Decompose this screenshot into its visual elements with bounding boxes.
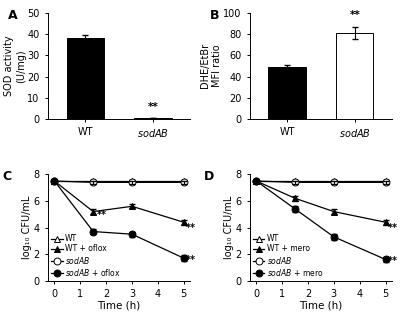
Bar xyxy=(67,38,104,119)
Text: **: ** xyxy=(148,102,158,112)
Bar xyxy=(134,118,172,119)
Legend: WT, WT + mero, $\it{sodAB}$, $\it{sodAB}$ + mero: WT, WT + mero, $\it{sodAB}$, $\it{sodAB}… xyxy=(251,233,325,279)
Bar xyxy=(336,33,373,119)
Text: D: D xyxy=(204,170,215,183)
Y-axis label: log₁₀ CFU/mL: log₁₀ CFU/mL xyxy=(22,196,32,259)
Text: **: ** xyxy=(349,10,360,20)
Text: **: ** xyxy=(388,223,398,233)
Y-axis label: log₁₀ CFU/mL: log₁₀ CFU/mL xyxy=(224,196,234,259)
Bar xyxy=(268,67,306,119)
X-axis label: Time (h): Time (h) xyxy=(98,300,141,310)
Text: **: ** xyxy=(97,210,107,220)
Text: A: A xyxy=(8,9,18,21)
Text: B: B xyxy=(210,9,220,21)
Y-axis label: SOD activity
(U/mg): SOD activity (U/mg) xyxy=(4,36,26,96)
Text: **: ** xyxy=(186,255,196,265)
Text: **: ** xyxy=(388,256,398,266)
X-axis label: Time (h): Time (h) xyxy=(299,300,342,310)
Text: **: ** xyxy=(186,223,196,233)
Legend: WT, WT + oflox, $\it{sodAB}$, $\it{sodAB}$ + oflox: WT, WT + oflox, $\it{sodAB}$, $\it{sodAB… xyxy=(50,233,122,279)
Text: C: C xyxy=(2,170,12,183)
Y-axis label: DHE/EtBr
MFI ratio: DHE/EtBr MFI ratio xyxy=(200,43,222,88)
